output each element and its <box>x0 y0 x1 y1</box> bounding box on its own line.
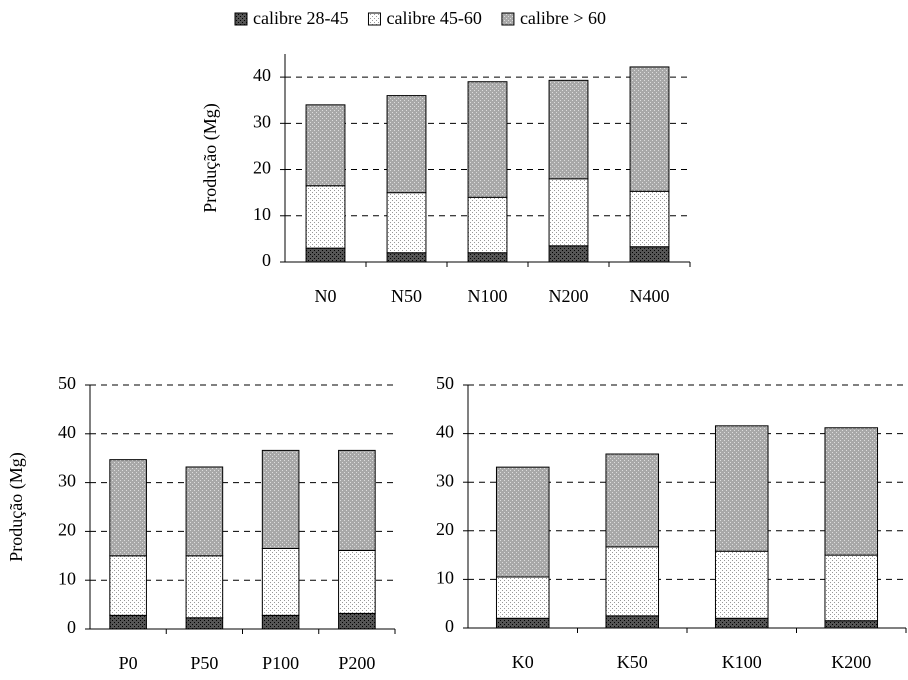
y-tick-label: 50 <box>436 373 454 393</box>
y-tick-label: 30 <box>436 470 454 490</box>
legend-swatch <box>234 12 248 26</box>
bar-segment <box>185 466 224 557</box>
bar-segment <box>261 449 300 549</box>
y-tick-label: 0 <box>262 250 271 270</box>
bar-segment <box>824 427 879 556</box>
legend-label: calibre 45-60 <box>386 8 481 28</box>
bar-segment <box>386 252 427 263</box>
y-tick-label: 0 <box>67 617 76 637</box>
y-tick-label: 20 <box>436 519 454 539</box>
bar-segment <box>714 550 769 619</box>
bar-segment <box>495 576 550 619</box>
x-tick-label: P0 <box>119 653 138 673</box>
bar-segment <box>305 247 346 263</box>
x-tick-label: K50 <box>617 652 648 672</box>
y-tick-label: 10 <box>436 568 454 588</box>
x-tick-label: P100 <box>262 653 299 673</box>
x-tick-label: N400 <box>630 286 670 306</box>
bar-segment <box>305 104 346 187</box>
bar-segment <box>338 449 376 551</box>
x-tick-label: K100 <box>722 652 762 672</box>
y-tick-label: 20 <box>58 520 76 540</box>
bar-segment <box>548 178 589 247</box>
y-tick-label: 40 <box>253 65 271 85</box>
bar-segment <box>467 81 508 198</box>
bar-segment <box>548 79 589 180</box>
x-tick-label: K0 <box>512 652 534 672</box>
y-tick-label: 30 <box>58 471 76 491</box>
y-tick-label: 0 <box>445 616 454 636</box>
x-tick-label: N50 <box>391 286 422 306</box>
bar-segment <box>605 546 660 617</box>
bar-segment <box>261 547 300 616</box>
bar-segment <box>109 614 147 630</box>
bar-segment <box>495 466 550 578</box>
y-axis-label: Produção (Mg) <box>6 452 27 561</box>
bar-segment <box>467 252 508 263</box>
bar-segment <box>386 95 427 194</box>
bar-segment <box>824 554 879 622</box>
bar-segment <box>261 614 300 630</box>
bar-segment <box>824 620 879 629</box>
bar-segment <box>629 66 670 192</box>
y-axis-label: Produção (Mg) <box>200 103 221 212</box>
legend-swatch <box>501 12 515 26</box>
bar-segment <box>629 246 670 263</box>
x-tick-label: N0 <box>315 286 337 306</box>
x-tick-label: K200 <box>831 652 871 672</box>
bar-segment <box>109 555 147 616</box>
legend-label: calibre 28-45 <box>253 8 348 28</box>
y-tick-label: 30 <box>253 111 271 131</box>
bar-segment <box>185 617 224 630</box>
x-tick-label: N100 <box>468 286 508 306</box>
bar-segment <box>338 612 376 630</box>
y-tick-label: 10 <box>58 568 76 588</box>
bar-segment <box>495 617 550 629</box>
bar-segment <box>185 555 224 619</box>
bar-segment <box>605 453 660 548</box>
bar-segment <box>386 192 427 254</box>
y-tick-label: 40 <box>58 422 76 442</box>
x-tick-label: P50 <box>190 653 218 673</box>
bar-segment <box>548 245 589 263</box>
bar-segment <box>338 549 376 614</box>
y-tick-label: 20 <box>253 158 271 178</box>
bar-segment <box>467 196 508 254</box>
bar-segment <box>305 185 346 249</box>
y-tick-label: 10 <box>253 204 271 224</box>
legend-label: calibre > 60 <box>520 8 606 28</box>
y-tick-label: 50 <box>58 373 76 393</box>
bar-segment <box>109 459 147 557</box>
bar-segment <box>605 615 660 629</box>
bar-segment <box>629 190 670 248</box>
bar-segment <box>714 617 769 629</box>
bar-segment <box>714 425 769 552</box>
x-tick-label: N200 <box>549 286 589 306</box>
y-tick-label: 40 <box>436 422 454 442</box>
legend-swatch <box>367 12 381 26</box>
x-tick-label: P200 <box>338 653 375 673</box>
